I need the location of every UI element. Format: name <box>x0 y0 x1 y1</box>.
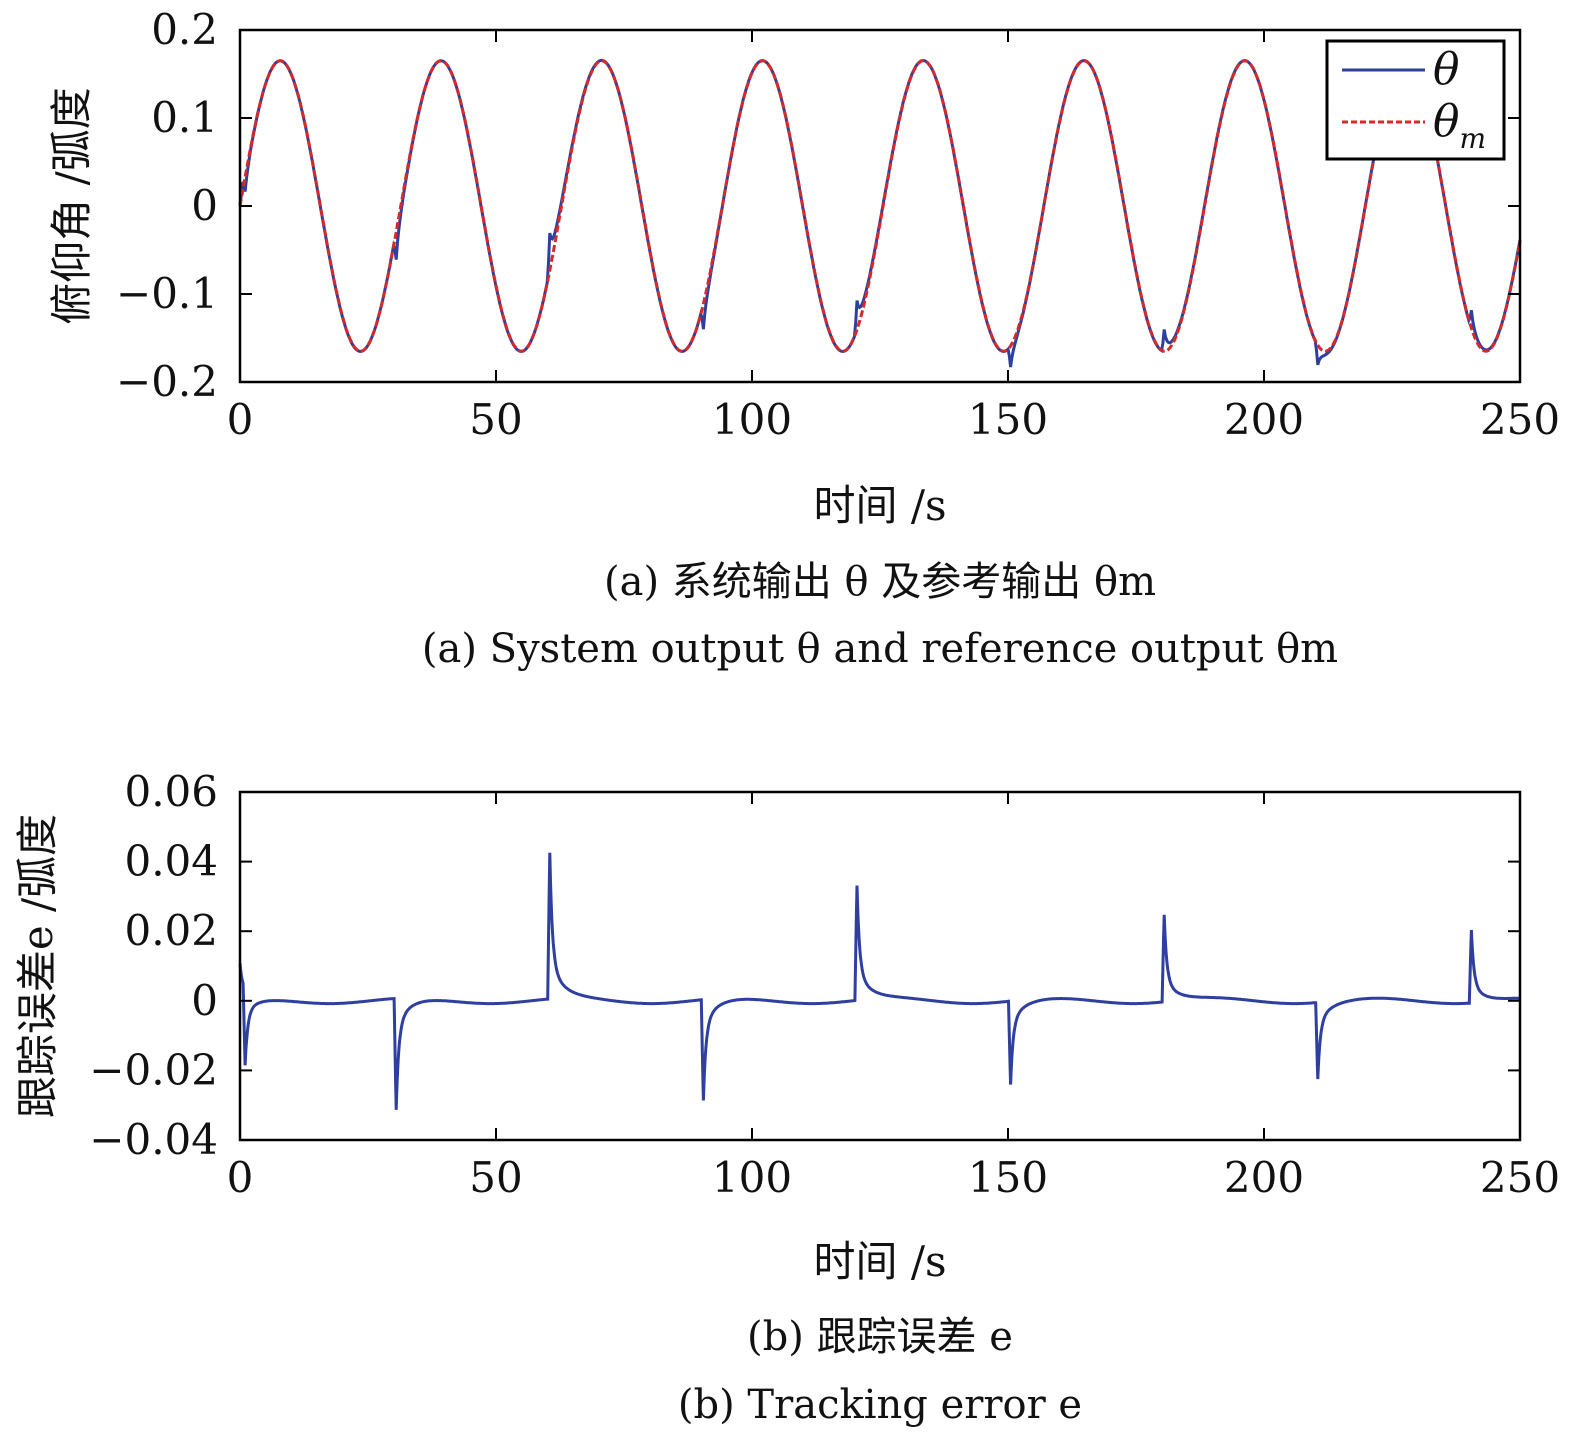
chart-a-ylabel: 俯仰角 /弧度 <box>47 87 96 325</box>
legend-box <box>1325 39 1506 161</box>
chart-a-xtick-label: 250 <box>1480 395 1560 444</box>
chart-b-xtick-label: 50 <box>469 1153 522 1202</box>
series-error-line <box>238 852 1520 1110</box>
chart-b-ytick-label: −0.02 <box>89 1045 218 1094</box>
chart-b-xtick-label: 200 <box>1224 1153 1304 1202</box>
chart-b-ytick-label: −0.04 <box>89 1115 218 1164</box>
chart-a-ytick-label: 0.1 <box>151 93 218 142</box>
chart-a-ytick-label: 0 <box>191 181 218 230</box>
series-theta-line <box>238 58 1522 368</box>
legend-label-theta: θ <box>1433 44 1460 95</box>
chart-b-ytick-label: 0.04 <box>124 837 218 886</box>
chart-a-ytick-label: 0.2 <box>151 5 218 54</box>
chart-a-ticks: 0 50 100 150 200 250 −0.2 −0.1 0 0.1 0.2 <box>116 5 1560 444</box>
chart-b-xtick-label: 0 <box>227 1153 254 1202</box>
chart-b-ytick-label: 0.06 <box>124 767 218 816</box>
series-theta-m-line <box>238 59 1522 353</box>
legend-label-theta-m-main: θ <box>1433 96 1460 147</box>
chart-b-ytick-label: 0.02 <box>124 906 218 955</box>
chart-a: 0 50 100 150 200 250 −0.2 −0.1 0 0.1 0.2 θ θm 俯仰角 … <box>47 5 1560 672</box>
chart-a-caption-cn: (a) 系统输出 θ 及参考输出 θm <box>604 559 1156 605</box>
chart-b-xlabel: 时间 /s <box>813 1237 946 1286</box>
chart-b-xtick-label: 100 <box>712 1153 792 1202</box>
chart-a-ytick-label: −0.2 <box>116 357 218 406</box>
chart-b-xtick-label: 150 <box>968 1153 1048 1202</box>
chart-a-xtick-label: 50 <box>469 395 522 444</box>
chart-a-xtick-label: 200 <box>1224 395 1304 444</box>
chart-b: 0 50 100 150 200 250 −0.04 −0.02 0 0.02 0.04 0.06 跟… <box>13 767 1560 1428</box>
chart-b-caption-en: (b) Tracking error e <box>678 1382 1082 1428</box>
chart-a-xtick-label: 0 <box>227 395 254 444</box>
legend-label-theta-m-sub: m <box>1460 122 1487 155</box>
chart-b-frame <box>238 790 1522 1142</box>
chart-a-xlabel: 时间 /s <box>813 481 946 530</box>
chart-b-series-group <box>238 852 1520 1110</box>
chart-b-caption-cn: (b) 跟踪误差 e <box>747 1314 1013 1360</box>
chart-a-caption-en: (a) System output θ and reference output… <box>422 626 1338 672</box>
chart-b-ylabel: 跟踪误差e /弧度 <box>13 814 62 1118</box>
chart-a-xtick-label: 100 <box>712 395 792 444</box>
chart-a-series-group <box>238 58 1522 368</box>
legend-label-theta-m: θm <box>1433 96 1486 155</box>
chart-a-xtick-label: 150 <box>968 395 1048 444</box>
chart-b-xtick-label: 250 <box>1480 1153 1560 1202</box>
chart-b-ytick-label: 0 <box>191 976 218 1025</box>
chart-a-ytick-label: −0.1 <box>116 269 218 318</box>
chart-b-ticks: 0 50 100 150 200 250 −0.04 −0.02 0 0.02 0.04 0.06 <box>89 767 1560 1202</box>
chart-a-legend: θ θm <box>1325 39 1506 161</box>
